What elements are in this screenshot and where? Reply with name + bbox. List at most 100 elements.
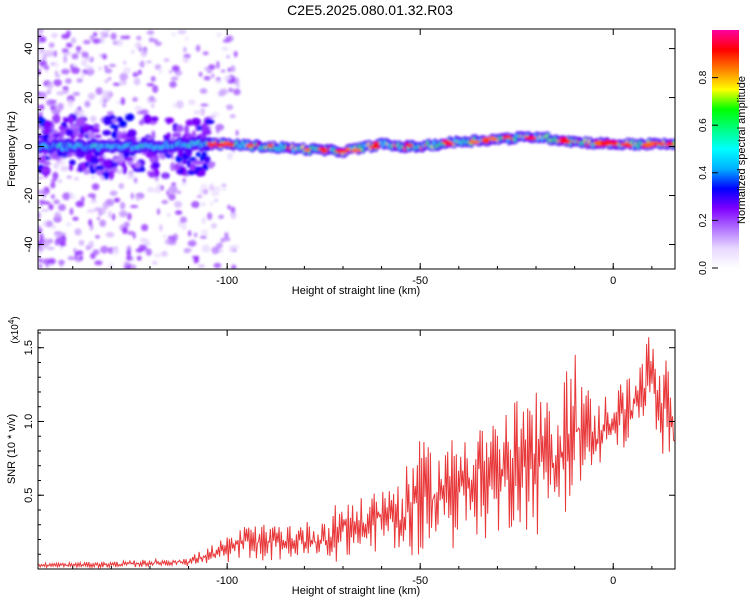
heatmap-cell bbox=[76, 50, 81, 54]
colorbar-tick-label: 0.4 bbox=[698, 165, 709, 179]
heatmap-cell bbox=[52, 171, 59, 180]
heatmap-cell bbox=[152, 85, 159, 94]
heatmap-cell bbox=[230, 65, 236, 72]
heatmap-cell bbox=[211, 73, 215, 78]
heatmap-cell bbox=[78, 239, 85, 246]
heatmap-cell bbox=[102, 129, 112, 136]
heatmap-cell bbox=[200, 235, 207, 239]
heatmap-cell bbox=[51, 32, 58, 39]
heatmap-cell bbox=[111, 131, 118, 139]
heatmap-cell bbox=[226, 79, 235, 84]
heatmap-cell bbox=[48, 203, 54, 211]
snr-multiplier: (x104) bbox=[7, 316, 21, 343]
heatmap-cell bbox=[78, 133, 84, 139]
heatmap-cell bbox=[122, 226, 128, 235]
heatmap-cell bbox=[41, 49, 51, 54]
heatmap-cell bbox=[175, 100, 184, 109]
heatmap-cell bbox=[211, 246, 220, 255]
heatmap-cell bbox=[104, 68, 113, 74]
heatmap-cell bbox=[184, 125, 190, 135]
heatmap-cell bbox=[95, 87, 103, 95]
heatmap-cell bbox=[94, 260, 103, 266]
heatmap-cell bbox=[109, 190, 118, 196]
heatmap-cell bbox=[140, 49, 147, 58]
spectrogram-xlabel: Height of straight line (km) bbox=[292, 285, 420, 297]
heatmap-cell bbox=[38, 60, 48, 67]
heatmap-cell bbox=[235, 129, 239, 136]
heatmap-cell bbox=[88, 219, 93, 226]
heatmap-cell bbox=[468, 140, 480, 144]
heatmap-cell bbox=[118, 152, 124, 163]
heatmap-cell bbox=[50, 194, 56, 200]
heatmap-cell bbox=[222, 185, 227, 192]
heatmap-cell bbox=[182, 222, 186, 229]
heatmap-cell bbox=[152, 161, 160, 169]
heatmap-cell bbox=[75, 200, 85, 208]
heatmap-cell bbox=[321, 149, 327, 154]
heatmap-cell bbox=[117, 131, 123, 137]
heatmap-cell bbox=[38, 29, 42, 36]
heatmap-cell bbox=[150, 116, 159, 122]
heatmap-cell bbox=[102, 115, 112, 126]
heatmap-cell bbox=[334, 149, 348, 153]
heatmap-cell bbox=[79, 255, 84, 261]
snr-panel: -100 -50 0 0.5 1.0 1.5 (x104) Height of strai… bbox=[6, 316, 676, 597]
heatmap-cell bbox=[595, 141, 601, 146]
heatmap-cell bbox=[38, 264, 43, 269]
heatmap-cell bbox=[38, 211, 41, 220]
heatmap-cell bbox=[102, 53, 107, 60]
heatmap-cell bbox=[146, 186, 155, 193]
heatmap-cell bbox=[176, 124, 184, 133]
heatmap-cell bbox=[215, 127, 220, 134]
heatmap-cell bbox=[222, 39, 229, 43]
heatmap-cell bbox=[148, 171, 156, 178]
heatmap-cell bbox=[100, 245, 109, 254]
heatmap-cell bbox=[219, 249, 224, 253]
heatmap-cell bbox=[224, 232, 229, 238]
heatmap-cell bbox=[46, 99, 55, 106]
heatmap-cell bbox=[146, 83, 155, 87]
heatmap-cell bbox=[74, 228, 82, 236]
heatmap-cell bbox=[109, 124, 120, 129]
colorbar-tick-label: 0.0 bbox=[698, 261, 709, 275]
heatmap-cell bbox=[126, 249, 131, 257]
heatmap-cell bbox=[99, 219, 107, 227]
heatmap-cell bbox=[130, 205, 139, 208]
heatmap-cell bbox=[211, 111, 220, 118]
heatmap-cell bbox=[201, 216, 206, 225]
heatmap-cell bbox=[530, 136, 537, 140]
heatmap-cell bbox=[53, 50, 57, 58]
heatmap-cell bbox=[131, 97, 139, 102]
heatmap-cell bbox=[81, 71, 85, 79]
heatmap-cell bbox=[131, 264, 137, 269]
heatmap-cell bbox=[194, 160, 203, 165]
heatmap-cell bbox=[38, 68, 41, 76]
snr-ytick-label: 1.5 bbox=[23, 340, 35, 355]
heatmap-cell bbox=[83, 39, 91, 45]
heatmap-cell bbox=[42, 161, 51, 166]
heatmap-cell bbox=[151, 104, 155, 108]
heatmap-cell bbox=[158, 67, 163, 75]
heatmap-cell bbox=[119, 201, 126, 210]
heatmap-cell bbox=[195, 151, 201, 157]
heatmap-cell bbox=[83, 169, 90, 175]
heatmap-cell bbox=[204, 66, 209, 71]
heatmap-cell bbox=[208, 185, 215, 191]
spectrogram-ticks: -100 -50 0 -40 -20 0 20 40 bbox=[23, 29, 675, 287]
snr-background bbox=[38, 330, 675, 569]
heatmap-cell bbox=[202, 163, 208, 170]
heatmap-cell bbox=[44, 125, 51, 135]
heatmap-cell bbox=[161, 250, 168, 257]
snr-ylabel: SNR (10 * v/v) bbox=[6, 414, 18, 484]
heatmap-cell bbox=[146, 60, 152, 64]
heatmap-cell bbox=[62, 86, 69, 90]
heatmap-cell bbox=[66, 30, 71, 38]
heatmap-cell bbox=[267, 143, 273, 148]
heatmap-cell bbox=[187, 230, 192, 237]
heatmap-cell bbox=[95, 165, 105, 171]
heatmap-cell bbox=[194, 257, 199, 261]
spectrogram-heatmap bbox=[38, 29, 675, 269]
heatmap-cell bbox=[204, 155, 211, 164]
heatmap-cell bbox=[88, 240, 94, 249]
heatmap-cell bbox=[159, 224, 163, 232]
